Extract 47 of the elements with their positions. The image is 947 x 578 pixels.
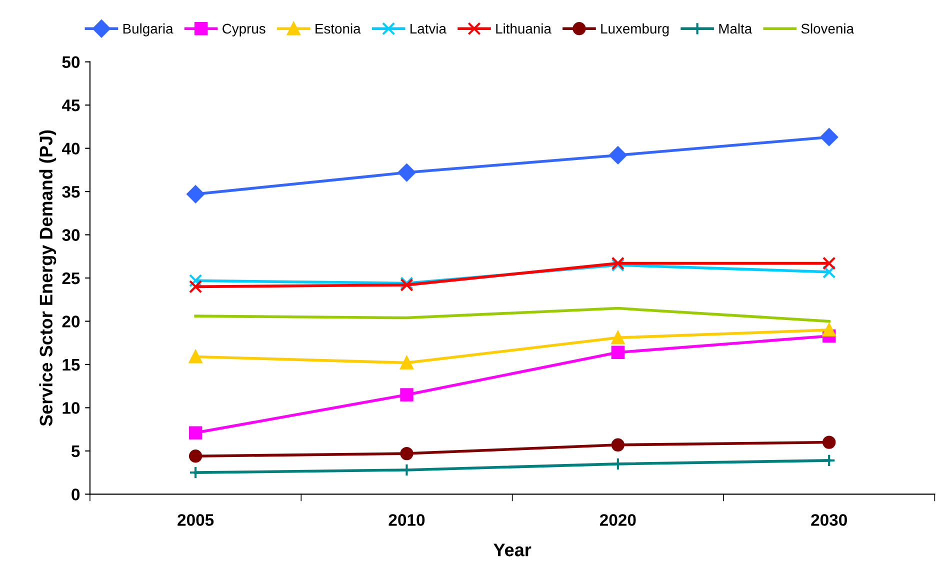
point xyxy=(188,280,202,294)
point xyxy=(611,438,625,452)
x-tick-label: 2020 xyxy=(600,514,636,526)
point xyxy=(822,323,836,336)
y-tick-label: 15 xyxy=(62,359,80,371)
point xyxy=(822,454,836,468)
x-tick-label: 2005 xyxy=(178,514,214,526)
y-tick-label: 50 xyxy=(62,56,80,68)
point xyxy=(188,466,202,480)
y-tick-label: 20 xyxy=(62,316,80,328)
y-tick-label: 30 xyxy=(62,229,80,242)
point xyxy=(611,331,625,344)
y-tick-label: 5 xyxy=(71,446,80,458)
point xyxy=(188,426,202,440)
point xyxy=(822,256,836,270)
point xyxy=(820,128,838,146)
point xyxy=(188,274,202,288)
y-tick-label: 40 xyxy=(62,142,80,155)
y-tick-label: 45 xyxy=(62,100,80,112)
y-tick-label: 0 xyxy=(72,488,80,500)
point xyxy=(186,185,204,204)
point xyxy=(400,388,414,402)
legend-label: Latvia xyxy=(410,23,446,34)
x-axis-title: Year xyxy=(494,544,532,556)
x-tick-label: 2010 xyxy=(388,514,425,526)
point xyxy=(611,346,625,359)
point xyxy=(398,164,416,182)
legend-label: Luxemburg xyxy=(601,23,669,36)
point xyxy=(188,350,202,364)
point xyxy=(822,436,836,449)
point xyxy=(188,450,202,463)
y-tick-label: 25 xyxy=(62,272,80,284)
legend-label: Bulgaria xyxy=(123,23,174,36)
legend-label: Cyprus xyxy=(222,24,266,36)
point xyxy=(609,146,627,164)
legend-label: Malta xyxy=(719,23,752,34)
line-series xyxy=(194,306,830,323)
point xyxy=(822,265,836,279)
y-tick-label: 10 xyxy=(62,402,80,414)
y-axis-title: Service Sctor Energy Demand (PJ) xyxy=(39,130,56,426)
point xyxy=(400,356,414,370)
point xyxy=(400,446,414,460)
legend-label: Lithuania xyxy=(496,23,552,34)
legend-label: Estonia xyxy=(316,23,361,34)
legend-label: Slovenia xyxy=(801,23,854,34)
y-tick-label: 35 xyxy=(62,186,80,198)
x-tick-label: 2030 xyxy=(811,514,847,526)
